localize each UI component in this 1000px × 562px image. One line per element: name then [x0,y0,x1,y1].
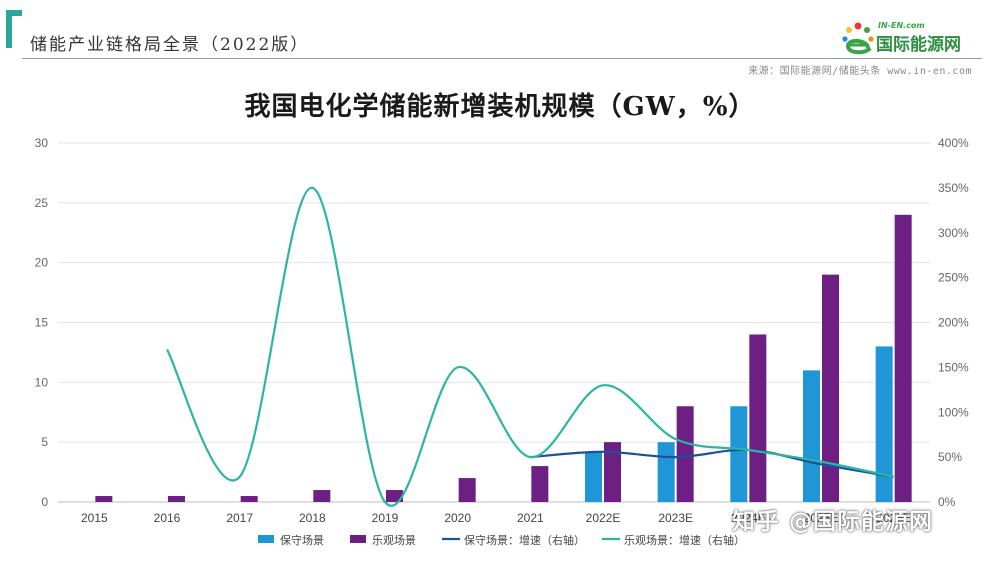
legend-label: 保守场景：增速（右轴） [464,533,585,547]
bar-optimistic [458,478,476,502]
x-tick-label: 2020 [444,511,471,525]
y-left-tick-label: 15 [35,316,49,330]
y-left-tick-label: 0 [41,495,48,509]
y-right-tick-label: 300% [938,226,969,240]
bar-optimistic [386,490,403,502]
x-tick-label: 2026E [876,511,911,525]
x-tick-label: 2022E [586,511,621,525]
y-left-tick-label: 10 [35,375,49,389]
legend-label: 乐观场景：增速（右轴） [624,533,745,547]
bar-conservative [875,346,893,502]
source-note: 来源：国际能源网/储能头条 www.in-en.com [748,66,972,77]
bar-optimistic [604,442,621,502]
bar-optimistic [240,496,258,502]
y-right-tick-label: 150% [938,360,969,374]
legend-swatch [258,535,274,543]
line-conservative-growth [530,448,894,478]
x-tick-label: 2021 [517,511,544,525]
in-en-logo: IN-EN.com 国际能源网 [838,18,978,58]
bar-optimistic [313,490,331,502]
y-right-tick-label: 400% [938,136,969,150]
legend-label: 保守场景 [280,533,324,547]
legend-swatch [350,535,366,543]
x-tick-label: 2019 [372,511,399,525]
y-left-tick-label: 30 [35,136,49,150]
logo-flower-icon [842,22,874,55]
bar-optimistic [749,334,767,502]
bar-optimistic [168,496,185,502]
x-tick-label: 2015 [81,511,108,525]
bar-conservative [657,442,675,502]
bar-optimistic [676,406,694,502]
x-tick-label: 2016 [154,511,181,525]
header-corner-accent [6,10,22,48]
x-tick-label: 2024E [731,511,766,525]
bar-conservative [585,451,602,502]
bar-optimistic [531,466,549,502]
y-right-tick-label: 0% [938,495,956,509]
y-right-tick-label: 50% [938,450,962,464]
bar-conservative [730,406,748,502]
x-tick-label: 2017 [226,511,253,525]
bar-conservative [803,370,820,502]
logo-name: 国际能源网 [876,35,961,55]
bar-optimistic [822,274,839,502]
x-tick-label: 2023E [658,511,693,525]
x-tick-label: 2018 [299,511,326,525]
chart-title: 我国电化学储能新增装机规模（GW，%） [244,92,756,122]
bar-optimistic [95,496,113,502]
x-tick-label: 2025E [804,511,839,525]
zhihu-watermark: 知乎 @国际能源网 [732,509,934,535]
y-right-tick-label: 350% [938,181,969,195]
legend-label: 乐观场景 [372,533,416,547]
header-divider [22,58,982,59]
y-left-tick-label: 25 [35,196,49,210]
y-left-tick-label: 20 [35,256,49,270]
page-header-title: 储能产业链格局全景（2022版） [30,35,310,55]
bar-optimistic [894,214,912,503]
y-right-tick-label: 200% [938,316,969,330]
y-right-tick-label: 250% [938,271,969,285]
y-right-tick-label: 100% [938,405,969,419]
y-left-tick-label: 5 [41,435,48,449]
logo-top-text: IN-EN.com [878,21,925,30]
line-optimistic-growth [166,186,894,507]
